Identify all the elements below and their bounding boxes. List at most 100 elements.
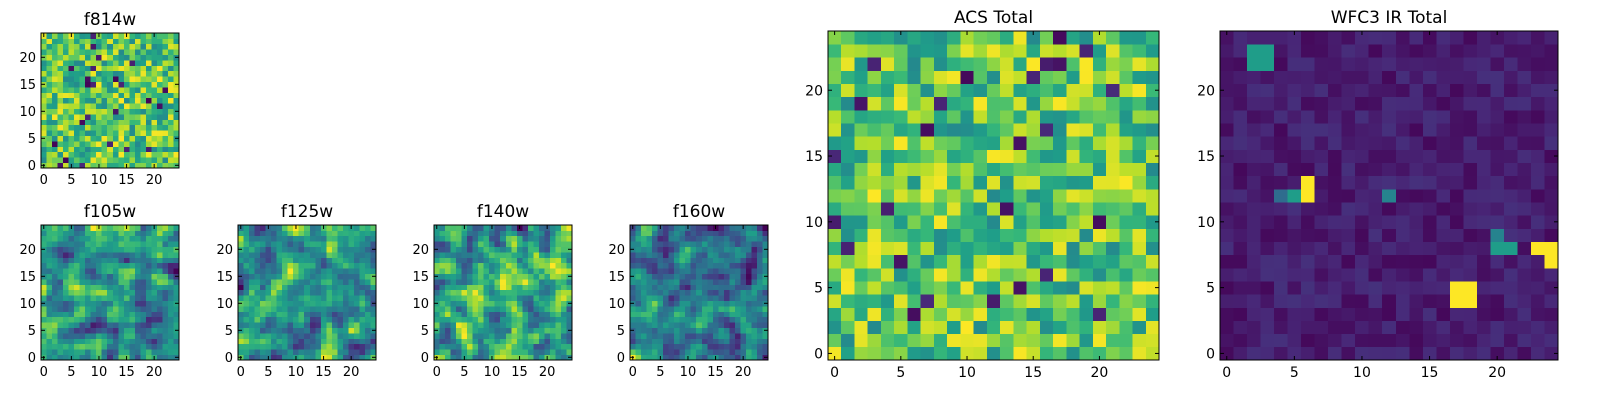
heatmap-cell — [68, 114, 75, 120]
heatmap-cell — [1013, 228, 1027, 242]
heatmap-cell — [456, 333, 462, 339]
heatmap-cell — [1368, 188, 1383, 203]
heatmap-cell — [516, 295, 523, 301]
heatmap-cell — [46, 300, 53, 307]
heatmap-cell — [696, 343, 703, 350]
heatmap-cell — [734, 284, 741, 291]
heatmap-cell — [555, 338, 562, 345]
heatmap-cell — [162, 49, 169, 55]
heatmap-cell — [527, 306, 534, 312]
heatmap-cell — [156, 97, 163, 104]
heatmap-cell — [745, 273, 752, 280]
heatmap-cell — [489, 241, 496, 247]
heatmap-cell — [560, 257, 567, 264]
heatmap-cell — [85, 257, 92, 264]
heatmap-cell — [947, 241, 961, 256]
heatmap-cell — [96, 114, 103, 120]
heatmap-cell — [145, 151, 152, 158]
heatmap-cell — [947, 294, 961, 308]
heatmap-cell — [1301, 136, 1316, 150]
heatmap-cell — [337, 306, 344, 312]
heatmap-cell — [1079, 96, 1094, 111]
heatmap-cell — [973, 70, 988, 85]
heatmap-cell — [707, 257, 714, 264]
heatmap-cell — [129, 284, 136, 291]
heatmap-cell — [57, 108, 64, 115]
heatmap-cell — [516, 306, 523, 312]
heatmap-cell — [729, 262, 736, 269]
heatmap-cell — [729, 289, 736, 296]
heatmap-cell — [1328, 162, 1343, 177]
heatmap-cell — [1247, 281, 1261, 295]
heatmap-cell — [505, 284, 512, 291]
heatmap-cell — [52, 343, 58, 350]
heatmap-cell — [1490, 109, 1505, 124]
heatmap-cell — [68, 300, 75, 307]
heatmap-cell — [173, 141, 180, 147]
heatmap-cell — [756, 322, 763, 328]
heatmap-cell — [112, 81, 119, 88]
heatmap-cell — [1341, 162, 1356, 177]
heatmap-cell — [140, 316, 147, 323]
x-tick-label: 5 — [896, 365, 905, 381]
heatmap-cell — [1106, 57, 1120, 71]
heatmap-cell — [151, 349, 158, 355]
heatmap-cell — [1328, 254, 1343, 269]
heatmap-cell — [140, 135, 147, 142]
heatmap-cell — [348, 311, 355, 318]
heatmap-cell — [1368, 109, 1383, 124]
heatmap-cell — [68, 306, 75, 312]
heatmap-cell — [1000, 215, 1014, 229]
heatmap-cell — [445, 225, 451, 231]
heatmap-cell — [359, 230, 366, 237]
heatmap-cell — [68, 246, 75, 253]
heatmap-cell — [1119, 149, 1133, 163]
heatmap-cell — [337, 241, 344, 247]
heatmap-cell — [538, 268, 545, 274]
heatmap-cell — [566, 241, 573, 247]
heatmap-cell — [265, 300, 272, 307]
heatmap-cell — [41, 49, 47, 55]
heatmap-cell — [729, 349, 736, 355]
heatmap-cell — [696, 354, 703, 361]
heatmap-cell — [260, 349, 266, 355]
heatmap-cell — [635, 284, 642, 291]
heatmap-cell — [1106, 294, 1120, 308]
heatmap-cell — [167, 151, 174, 158]
heatmap-cell — [652, 279, 658, 285]
heatmap-cell — [167, 311, 174, 318]
heatmap-cell — [140, 246, 147, 253]
heatmap-cell — [68, 322, 75, 328]
heatmap-cell — [298, 316, 305, 323]
heatmap-cell — [129, 279, 136, 285]
heatmap-cell — [337, 230, 344, 237]
heatmap-cell — [145, 262, 152, 269]
heatmap-cell — [880, 162, 895, 177]
heatmap-cell — [123, 151, 130, 158]
heatmap-cell — [364, 273, 371, 280]
heatmap-cell — [1449, 162, 1464, 177]
heatmap-cell — [1106, 254, 1120, 269]
heatmap-cell — [1395, 31, 1410, 45]
heatmap-cell — [96, 241, 103, 247]
heatmap-cell — [522, 225, 529, 231]
heatmap-cell — [46, 130, 53, 136]
heatmap-cell — [134, 124, 141, 131]
heatmap-cell — [1301, 267, 1316, 282]
heatmap-cell — [41, 60, 47, 66]
heatmap-cell — [1490, 31, 1505, 45]
heatmap-cell — [298, 343, 305, 350]
heatmap-cell — [1436, 333, 1451, 348]
heatmap-cell — [723, 295, 730, 301]
heatmap-cell — [740, 284, 747, 291]
heatmap-cell — [1287, 215, 1302, 229]
heatmap-cell — [1053, 162, 1067, 177]
heatmap-cell — [828, 70, 842, 85]
heatmap-cell — [1092, 188, 1107, 203]
heatmap-cell — [1053, 109, 1067, 124]
heatmap-cell — [723, 322, 730, 328]
heatmap-cell — [134, 268, 141, 274]
heatmap-cell — [1106, 149, 1120, 163]
heatmap-cell — [309, 262, 316, 269]
heatmap-cell — [668, 333, 675, 339]
